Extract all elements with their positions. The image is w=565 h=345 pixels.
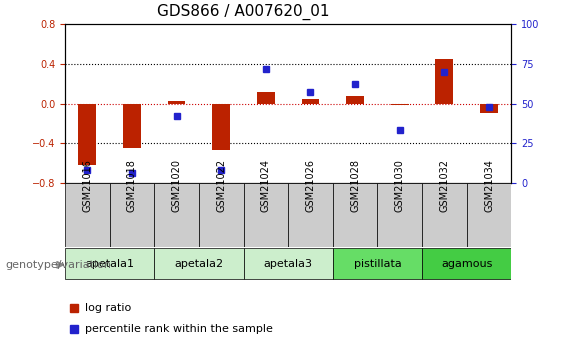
FancyBboxPatch shape: [65, 248, 154, 279]
Text: GDS866 / A007620_01: GDS866 / A007620_01: [157, 3, 329, 20]
Text: GSM21024: GSM21024: [261, 159, 271, 211]
FancyBboxPatch shape: [154, 183, 199, 247]
Bar: [391, 104, 408, 106]
Text: GSM21034: GSM21034: [484, 159, 494, 211]
FancyBboxPatch shape: [333, 248, 422, 279]
Text: percentile rank within the sample: percentile rank within the sample: [85, 324, 273, 334]
Bar: [346, 96, 364, 104]
FancyBboxPatch shape: [65, 183, 110, 247]
Text: apetala1: apetala1: [85, 259, 134, 269]
Bar: [123, 104, 141, 148]
Bar: [168, 100, 185, 104]
Bar: [212, 104, 230, 150]
Text: GSM21030: GSM21030: [395, 159, 405, 211]
Text: apetala2: apetala2: [175, 259, 223, 269]
Text: GSM21022: GSM21022: [216, 158, 226, 211]
FancyBboxPatch shape: [333, 183, 377, 247]
Text: GSM21018: GSM21018: [127, 159, 137, 211]
Text: pistillata: pistillata: [354, 259, 401, 269]
Text: GSM21020: GSM21020: [172, 159, 181, 211]
Bar: [436, 59, 453, 104]
FancyBboxPatch shape: [422, 248, 511, 279]
FancyBboxPatch shape: [288, 183, 333, 247]
Text: agamous: agamous: [441, 259, 492, 269]
Text: GSM21028: GSM21028: [350, 159, 360, 211]
Text: GSM21016: GSM21016: [82, 159, 92, 211]
Text: GSM21026: GSM21026: [306, 159, 315, 211]
Bar: [257, 92, 275, 104]
FancyBboxPatch shape: [199, 183, 244, 247]
FancyBboxPatch shape: [154, 248, 244, 279]
Bar: [480, 104, 498, 114]
Text: log ratio: log ratio: [85, 303, 131, 313]
FancyBboxPatch shape: [467, 183, 511, 247]
Bar: [79, 104, 96, 165]
Text: GSM21032: GSM21032: [440, 159, 449, 211]
FancyBboxPatch shape: [110, 183, 154, 247]
FancyBboxPatch shape: [377, 183, 422, 247]
FancyBboxPatch shape: [244, 248, 333, 279]
Text: genotype/variation: genotype/variation: [6, 260, 112, 270]
FancyBboxPatch shape: [244, 183, 288, 247]
Bar: [302, 99, 319, 103]
FancyBboxPatch shape: [422, 183, 467, 247]
Text: apetala3: apetala3: [264, 259, 312, 269]
